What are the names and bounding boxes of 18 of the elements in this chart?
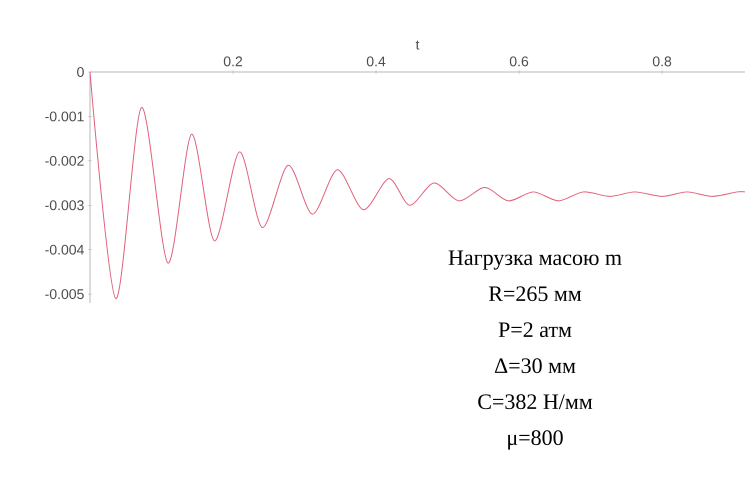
- x-axis-title: t: [416, 40, 420, 50]
- x-tick-label: 0.8: [652, 56, 672, 66]
- y-tick-label: -0.004: [45, 244, 84, 255]
- line-series: [90, 71, 746, 300]
- text: P=2 атм: [498, 322, 572, 338]
- y-tick-label: -0.001: [45, 111, 84, 122]
- x-tick-label: 0.4: [366, 56, 386, 66]
- y-tick-label: -0.003: [45, 200, 84, 210]
- text: C=382 Н/мм: [478, 394, 592, 410]
- text: Δ=30 мм: [494, 358, 576, 374]
- y-tick-label: -0.005: [45, 289, 84, 300]
- x-tick-label: 0.6: [510, 56, 528, 66]
- annotation: R=265 мм: [488, 286, 582, 302]
- y-tick-label: -0.002: [45, 156, 84, 166]
- x-tick-label: 0.2: [224, 56, 242, 66]
- text: μ=800: [508, 430, 563, 450]
- annotation: Нагрузка масою m: [448, 250, 622, 270]
- y-tick-label: 0: [77, 67, 84, 77]
